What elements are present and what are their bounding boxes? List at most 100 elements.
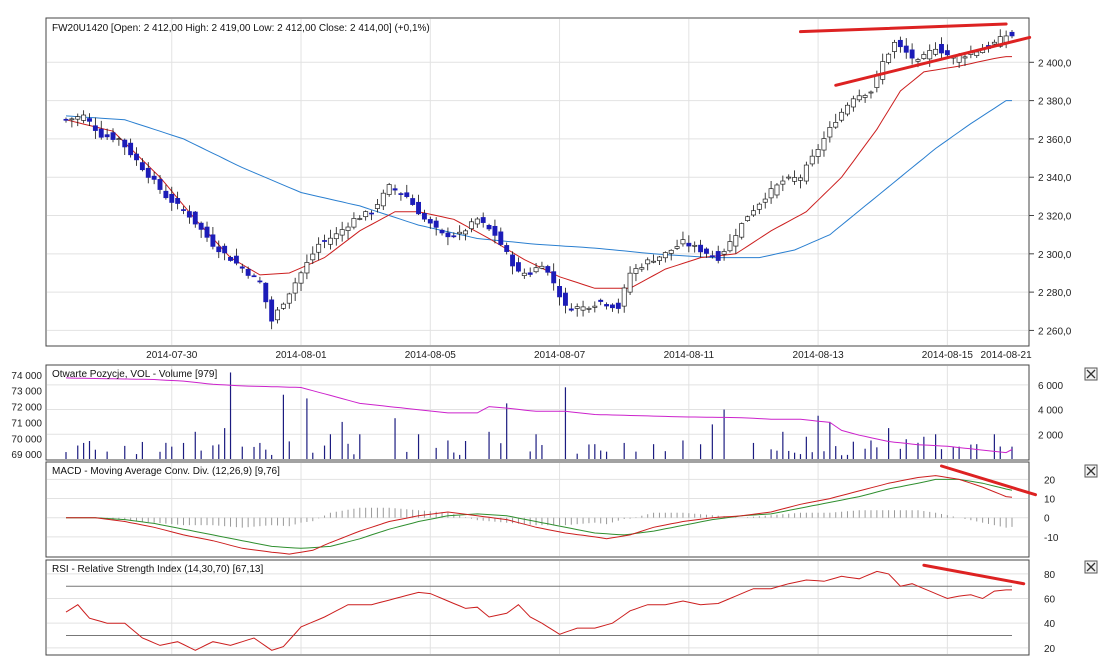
candle-body xyxy=(410,198,416,205)
y-tick-label: 2 280,0 xyxy=(1038,288,1072,299)
candle-body xyxy=(921,54,927,59)
candle-body xyxy=(228,257,233,261)
candle-body xyxy=(592,305,598,308)
candle xyxy=(751,205,756,217)
macd-line xyxy=(66,475,1013,555)
candle xyxy=(322,234,327,249)
candle xyxy=(98,120,104,140)
macd-close-button[interactable] xyxy=(1084,464,1098,478)
candle-body xyxy=(551,271,557,284)
candlesticks xyxy=(63,29,1015,330)
candle xyxy=(439,228,445,236)
candle-body xyxy=(116,138,122,140)
price-y-axis: 2 260,0 2 280,0 2 300,0 2 320,0 2 340,0 2 360… xyxy=(1029,58,1072,337)
candle xyxy=(833,113,839,129)
candle-body xyxy=(245,268,251,276)
candle xyxy=(451,232,457,239)
candle-body xyxy=(827,127,833,138)
candle-body xyxy=(386,184,392,195)
candle-body xyxy=(374,204,380,209)
candle-body xyxy=(662,252,668,259)
oi-tick-label: 74 000 xyxy=(11,371,42,382)
candle xyxy=(345,222,351,240)
candle-body xyxy=(333,233,339,240)
candle-body xyxy=(122,139,128,148)
candle xyxy=(909,43,915,65)
candle xyxy=(880,53,886,85)
candle xyxy=(280,302,286,310)
candle-body xyxy=(615,302,621,309)
candle-body xyxy=(845,104,850,115)
candle-body xyxy=(110,132,116,140)
candle-body xyxy=(892,42,897,52)
candle xyxy=(498,227,504,247)
candle xyxy=(157,174,163,194)
candle-body xyxy=(139,162,145,171)
candle-body xyxy=(304,262,310,274)
candle-body xyxy=(962,56,968,59)
y-tick-label: 2 260,0 xyxy=(1038,326,1072,337)
candle xyxy=(92,117,98,139)
candle-body xyxy=(327,237,333,245)
candle xyxy=(598,298,604,306)
candle xyxy=(374,198,380,213)
candle xyxy=(510,251,516,275)
candle xyxy=(404,184,410,199)
moving-average-long xyxy=(65,100,1012,259)
y-tick-label: 2 340,0 xyxy=(1038,173,1072,184)
candle-body xyxy=(222,245,228,254)
candle xyxy=(286,292,292,309)
candle-body xyxy=(933,48,939,55)
candle xyxy=(169,186,175,211)
oi-tick-label: 71 000 xyxy=(11,418,42,429)
candle xyxy=(69,117,75,128)
candle xyxy=(686,235,692,253)
rsi-axis: 80 60 40 20 xyxy=(1044,570,1056,655)
candle xyxy=(533,262,539,274)
volume-close-button[interactable] xyxy=(1084,367,1098,381)
candle xyxy=(181,206,186,215)
candle xyxy=(897,36,903,53)
candle xyxy=(815,144,821,164)
candle xyxy=(615,298,621,314)
candle-body xyxy=(169,193,175,203)
candle xyxy=(386,182,392,197)
candle xyxy=(574,303,580,317)
candle xyxy=(145,162,151,184)
candle xyxy=(486,223,492,231)
candle xyxy=(745,215,751,222)
candle xyxy=(351,212,357,230)
candle-body xyxy=(345,226,351,231)
candle xyxy=(63,117,69,123)
volume-panel-frame xyxy=(45,364,1030,461)
candle-body xyxy=(751,210,756,216)
candle xyxy=(269,296,275,330)
candle-body xyxy=(398,193,404,195)
candle xyxy=(421,209,427,222)
candle-body xyxy=(433,220,439,228)
candle xyxy=(780,175,786,192)
candle xyxy=(551,263,557,291)
candle xyxy=(204,221,210,242)
candle xyxy=(275,307,280,324)
candle xyxy=(680,231,686,247)
candle-body xyxy=(239,266,245,269)
price-panel-title: FW20U1420 [Open: 2 412,00 High: 2 419,00… xyxy=(52,23,430,34)
candle-body xyxy=(698,244,704,253)
candle xyxy=(81,110,87,124)
y-tick-label: 2 300,0 xyxy=(1038,250,1072,261)
volume-tick-label: 6 000 xyxy=(1038,381,1063,392)
candle-body xyxy=(645,259,651,265)
rsi-tick-label: 80 xyxy=(1044,570,1056,581)
candle-body xyxy=(915,59,921,62)
volume-tick-label: 2 000 xyxy=(1038,430,1063,441)
candle xyxy=(304,254,310,280)
candle-body xyxy=(404,192,410,197)
candle-body xyxy=(598,299,604,302)
candle-body xyxy=(163,190,169,199)
candle xyxy=(298,270,304,291)
candle-body xyxy=(480,217,486,223)
candle xyxy=(110,128,116,143)
candle xyxy=(233,248,239,266)
rsi-close-button[interactable] xyxy=(1084,560,1098,574)
